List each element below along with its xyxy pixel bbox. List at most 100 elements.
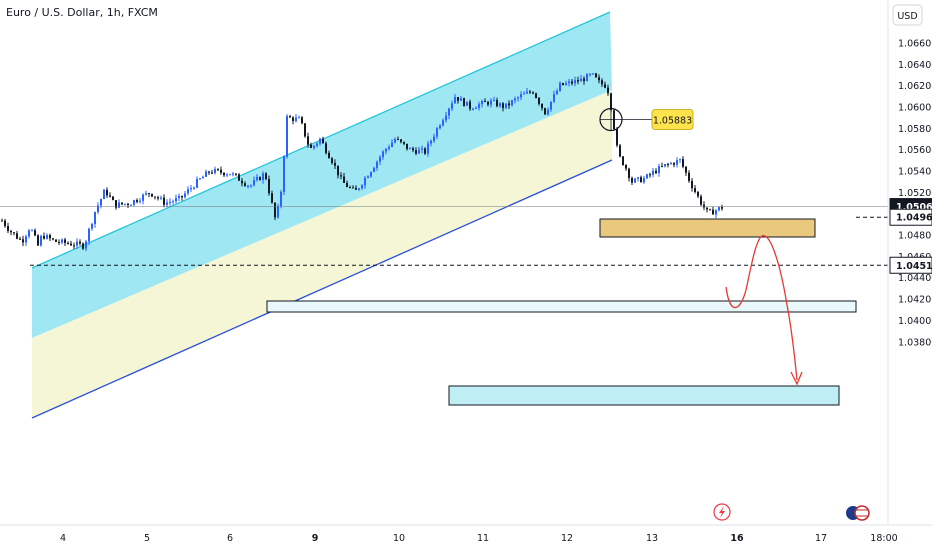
candle-body (610, 93, 612, 111)
candle-body (538, 97, 540, 104)
candle-body (457, 97, 459, 101)
candle-body (226, 174, 228, 176)
candle-body (595, 73, 597, 78)
candle-body (634, 178, 636, 183)
candle-body (598, 77, 600, 81)
candle-body (655, 170, 657, 174)
candle-body (262, 173, 264, 181)
candle-body (445, 115, 447, 121)
support-zone (266, 300, 857, 313)
candle-body (187, 189, 189, 194)
candle-body (286, 116, 288, 157)
x-tick-label: 5 (144, 533, 150, 544)
candle-body (238, 174, 240, 181)
candle-body (163, 197, 165, 205)
candle-body (439, 125, 441, 129)
candle-body (88, 228, 90, 242)
candle-body (13, 232, 15, 234)
candle-body (541, 103, 543, 109)
candle-body (703, 204, 705, 208)
candle-body (160, 197, 162, 199)
candle-body (220, 169, 222, 173)
currency-label: USD (897, 11, 917, 22)
candle-body (322, 138, 324, 144)
candle-body (292, 117, 294, 121)
candle-body (373, 167, 375, 172)
channel-lower-fill (32, 90, 612, 418)
candle-body (196, 178, 198, 188)
candle-body (592, 73, 594, 75)
price-tag-box[interactable] (889, 256, 932, 274)
candle-body (544, 108, 546, 115)
candle-body (658, 166, 660, 174)
candle-body (259, 177, 261, 181)
ascending-channel[interactable] (31, 11, 613, 419)
candle-body (490, 100, 492, 105)
candle-body (463, 98, 465, 106)
x-tick-label: 10 (393, 533, 405, 544)
candle-body (505, 103, 507, 108)
y-tick-label: 1.04400 (898, 273, 932, 284)
y-tick-label: 1.03800 (898, 337, 932, 348)
candle-body (199, 178, 201, 180)
price-axis[interactable]: 1.06600 1.06400 1.06200 1.06000 1.05800 1.056… (887, 0, 932, 525)
candle-body (631, 178, 633, 183)
candle-body (520, 94, 522, 98)
candle-body (577, 80, 579, 82)
candle-body (130, 204, 132, 206)
candle-body (379, 157, 381, 162)
candle-body (109, 195, 111, 197)
candle-body (478, 104, 480, 109)
candle-body (697, 191, 699, 197)
candle-body (685, 166, 687, 173)
candle-body (328, 152, 330, 159)
candle-body (628, 168, 630, 179)
candle-body (454, 97, 456, 104)
candle-body (571, 81, 573, 84)
candle-body (448, 108, 450, 116)
candle-body (493, 100, 495, 102)
candle-body (352, 187, 354, 189)
currency-button[interactable]: USD (892, 4, 923, 26)
y-tick-label: 1.05600 (898, 145, 932, 156)
candle-body (148, 193, 150, 195)
y-tick-label: 1.06400 (898, 60, 932, 71)
candle-body (391, 142, 393, 147)
candle-body (1, 220, 3, 222)
time-axis[interactable]: 4 5 6 9 10 11 12 13 16 17 18:00 (0, 524, 932, 544)
candle-body (202, 176, 204, 179)
x-tick-label: 6 (227, 533, 233, 544)
candle-body (94, 211, 96, 225)
candle-body (679, 159, 681, 161)
candle-body (406, 143, 408, 149)
candle-body (289, 116, 291, 118)
candle-body (112, 196, 114, 201)
candle-body (382, 151, 384, 158)
y-tick-label: 1.06000 (898, 103, 932, 114)
zones[interactable] (266, 218, 857, 406)
candles (1, 72, 723, 252)
candle-body (562, 83, 564, 85)
target-zone (448, 385, 840, 406)
flag-icon[interactable] (846, 505, 870, 521)
y-tick-label: 1.04200 (898, 295, 932, 306)
projection-arrow (725, 235, 798, 381)
candle-body (553, 94, 555, 102)
candle-body (511, 100, 513, 106)
candle-body (460, 98, 462, 101)
candle-body (79, 241, 81, 244)
candle-body (616, 129, 618, 146)
candle-body (274, 202, 276, 218)
candle-body (376, 161, 378, 168)
lightning-icon[interactable] (713, 503, 731, 521)
candle-body (421, 148, 423, 150)
candle-body (475, 108, 477, 110)
candle-body (529, 91, 531, 93)
candle-body (340, 175, 342, 177)
candle-body (508, 103, 510, 106)
y-tick-label: 1.05400 (898, 167, 932, 178)
candle-body (547, 109, 549, 115)
price-tag-box[interactable] (889, 208, 932, 226)
candle-body (49, 235, 51, 239)
